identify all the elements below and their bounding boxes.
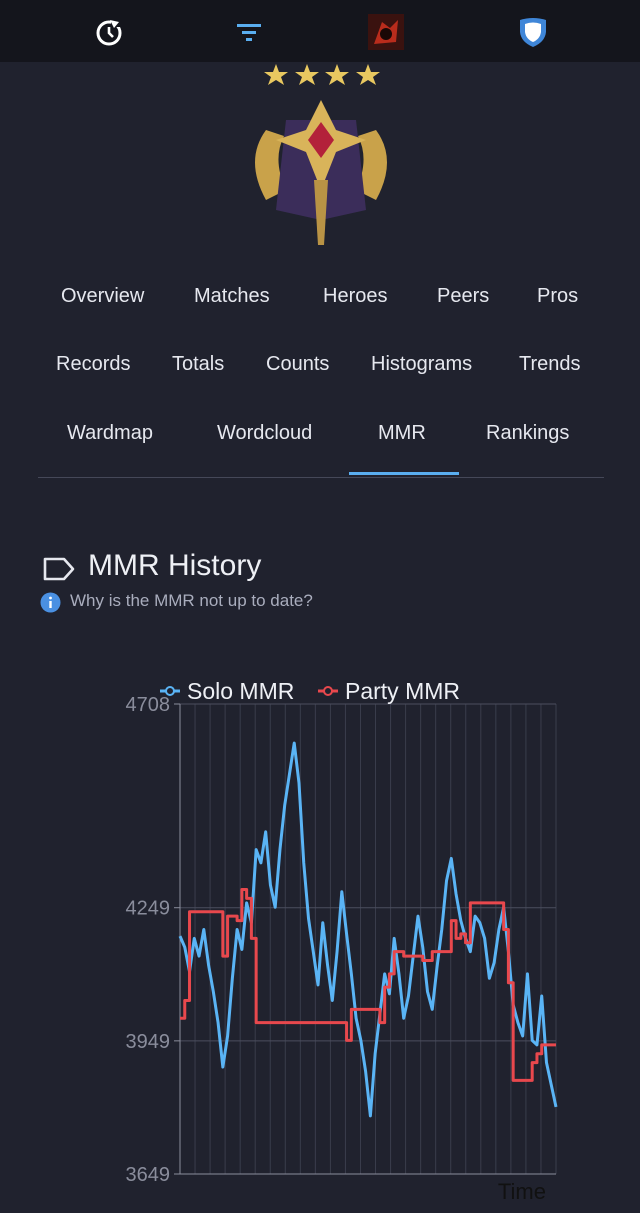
info-icon[interactable] <box>40 592 61 618</box>
tab-histograms[interactable]: Histograms <box>371 353 473 375</box>
tab-totals[interactable]: Totals <box>172 353 225 375</box>
section-title: MMR History <box>88 549 262 582</box>
legend-label: Solo MMR <box>187 678 294 704</box>
x-axis-label: Time <box>498 1179 546 1204</box>
rank-medal-icon <box>236 60 406 250</box>
top-bar <box>0 0 640 62</box>
tabs-divider <box>38 477 604 478</box>
tab-wordcloud[interactable]: Wordcloud <box>217 422 313 444</box>
tab-wardmap[interactable]: Wardmap <box>67 422 153 444</box>
tab-heroes[interactable]: Heroes <box>323 285 388 307</box>
tabs-row-2: Records Totals Counts Histograms Trends <box>38 353 604 393</box>
mmr-chart: 3649 3949 4249 4708 Solo MMR Party MMR Time <box>100 668 600 1208</box>
player-avatar[interactable] <box>368 14 404 50</box>
tabs-row-1: Overview Matches Heroes Peers Pros <box>38 285 604 325</box>
tab-counts[interactable]: Counts <box>266 353 330 375</box>
y-tick-label: 4708 <box>126 694 171 716</box>
tab-rankings[interactable]: Rankings <box>486 422 570 444</box>
tag-icon <box>42 556 76 587</box>
refresh-icon[interactable] <box>91 14 127 50</box>
tab-peers[interactable]: Peers <box>437 285 490 307</box>
tabs-row-3: Wardmap Wordcloud MMR Rankings <box>38 422 604 462</box>
filter-icon[interactable] <box>231 14 267 50</box>
tab-trends[interactable]: Trends <box>519 353 581 375</box>
legend-label: Party MMR <box>345 678 460 704</box>
mmr-info-link[interactable]: Why is the MMR not up to date? <box>70 591 313 610</box>
y-tick-label: 4249 <box>126 898 171 920</box>
tab-records[interactable]: Records <box>56 353 131 375</box>
active-tab-indicator <box>349 472 459 475</box>
y-tick-label: 3649 <box>126 1164 171 1186</box>
series-line-party <box>180 888 556 1082</box>
tab-pros[interactable]: Pros <box>537 285 579 307</box>
series-line-solo <box>178 741 558 1118</box>
tab-matches[interactable]: Matches <box>194 285 270 307</box>
y-tick-label: 3949 <box>126 1031 171 1053</box>
tab-mmr[interactable]: MMR <box>378 422 426 444</box>
legend-marker-dot <box>323 686 333 696</box>
tab-overview[interactable]: Overview <box>61 285 145 307</box>
shield-icon[interactable] <box>515 14 551 50</box>
legend-marker-dot <box>165 686 175 696</box>
mmr-chart-svg: 3649 3949 4249 4708 Solo MMR Party MMR Time <box>126 678 558 1204</box>
